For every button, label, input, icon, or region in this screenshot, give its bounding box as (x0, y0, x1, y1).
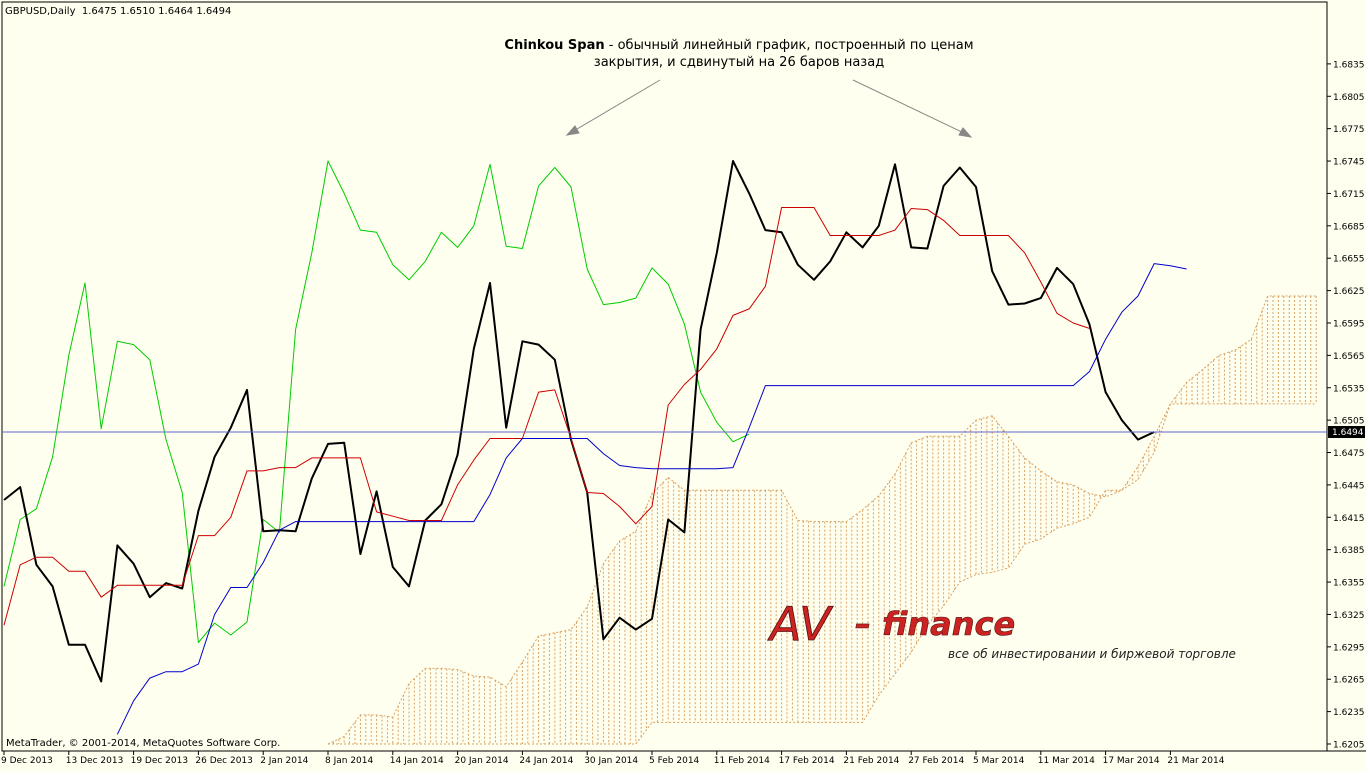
x-tick-label: 17 Mar 2014 (1103, 756, 1160, 766)
plot-area[interactable] (1, 1, 1328, 752)
arrow-right-shaft (852, 79, 967, 135)
y-tick-label: 1.6565 (1333, 352, 1365, 362)
x-tick-label: 21 Feb 2014 (843, 756, 899, 766)
senkou-span-b (328, 403, 1317, 745)
y-tick-label: 1.6745 (1333, 158, 1365, 168)
current-price-badge-label: 1.6494 (1332, 428, 1364, 438)
x-tick-label: 11 Feb 2014 (714, 756, 770, 766)
x-tick-label: 24 Jan 2014 (519, 756, 573, 766)
y-tick-label: 1.6715 (1333, 190, 1365, 200)
annotation-arrows (565, 79, 973, 138)
chinkou-annotation-line1: Chinkou Span - обычный линейный график, … (504, 38, 973, 53)
y-tick-label: 1.6775 (1333, 125, 1365, 135)
x-tick-label: 13 Dec 2013 (66, 756, 124, 766)
time-axis[interactable]: 9 Dec 2013 13 Dec 2013 19 Dec 2013 26 Dec 2… (1, 751, 1225, 766)
x-tick-label: 14 Jan 2014 (390, 756, 444, 766)
kumo-cloud (327, 295, 1317, 745)
x-tick-label: 30 Jan 2014 (584, 756, 638, 766)
arrow-right-head (958, 127, 973, 138)
tenkan-line (3, 207, 1090, 626)
y-tick-label: 1.6685 (1333, 222, 1365, 232)
indicator-lines (3, 160, 1187, 735)
x-tick-label: 11 Mar 2014 (1038, 756, 1095, 766)
y-tick-label: 1.6265 (1333, 676, 1365, 686)
x-tick-label: 20 Jan 2014 (455, 756, 509, 766)
y-tick-label: 1.6655 (1333, 255, 1365, 265)
x-tick-label: 8 Jan 2014 (325, 756, 373, 766)
logo-tagline: все об инвестировании и биржевой торговл… (948, 647, 1236, 661)
x-tick-label: 5 Feb 2014 (649, 756, 700, 766)
x-tick-label: 21 Mar 2014 (1167, 756, 1224, 766)
arrow-left-shaft (571, 79, 661, 133)
senkou-span-a (327, 295, 1317, 745)
y-tick-label: 1.6625 (1333, 287, 1365, 297)
x-tick-label: 26 Dec 2013 (195, 756, 253, 766)
current-price-badge (1328, 426, 1365, 439)
price-axis[interactable]: 1.6835 1.6805 1.6775 1.6745 1.6715 1.6685 1.66… (1327, 60, 1365, 751)
kijun-line (116, 263, 1187, 735)
y-tick-label: 1.6475 (1333, 449, 1365, 459)
x-tick-label: 17 Feb 2014 (779, 756, 835, 766)
chinkou-annotation-line2: закрытия, и сдвинутый на 26 баров назад (594, 55, 884, 70)
y-tick-label: 1.6325 (1333, 611, 1365, 621)
x-tick-label: 19 Dec 2013 (131, 756, 189, 766)
symbol-header: GBPUSD,Daily 1.6475 1.6510 1.6464 1.6494 (5, 6, 231, 17)
y-tick-label: 1.6295 (1333, 643, 1365, 653)
x-tick-label: 27 Feb 2014 (908, 756, 964, 766)
x-tick-label: 9 Dec 2013 (1, 756, 53, 766)
y-tick-label: 1.6415 (1333, 514, 1365, 524)
copyright-text: MetaTrader, © 2001-2014, MetaQuotes Soft… (6, 738, 280, 749)
x-tick-label: 5 Mar 2014 (973, 756, 1025, 766)
y-tick-label: 1.6595 (1333, 319, 1365, 329)
y-tick-label: 1.6805 (1333, 93, 1365, 103)
y-tick-label: 1.6385 (1333, 546, 1365, 556)
chinkou-line (3, 160, 750, 643)
x-tick-label: 2 Jan 2014 (260, 756, 308, 766)
y-tick-label: 1.6235 (1333, 708, 1365, 718)
av-finance-logo: AV – finance все об инвестировании и бир… (767, 597, 1236, 661)
y-tick-label: 1.6505 (1333, 417, 1365, 427)
logo-suffix: – finance (855, 605, 1015, 643)
arrow-left-head (565, 125, 580, 136)
chinkou-annotation-bold: Chinkou Span (504, 38, 604, 53)
chinkou-annotation-rest: - обычный линейный график, построенный п… (605, 38, 974, 53)
logo-brand: AV (767, 597, 834, 651)
y-tick-label: 1.6535 (1333, 384, 1365, 394)
y-tick-label: 1.6835 (1333, 60, 1365, 70)
y-tick-label: 1.6445 (1333, 481, 1365, 491)
y-tick-label: 1.6355 (1333, 579, 1365, 589)
y-tick-label: 1.6205 (1333, 741, 1365, 751)
